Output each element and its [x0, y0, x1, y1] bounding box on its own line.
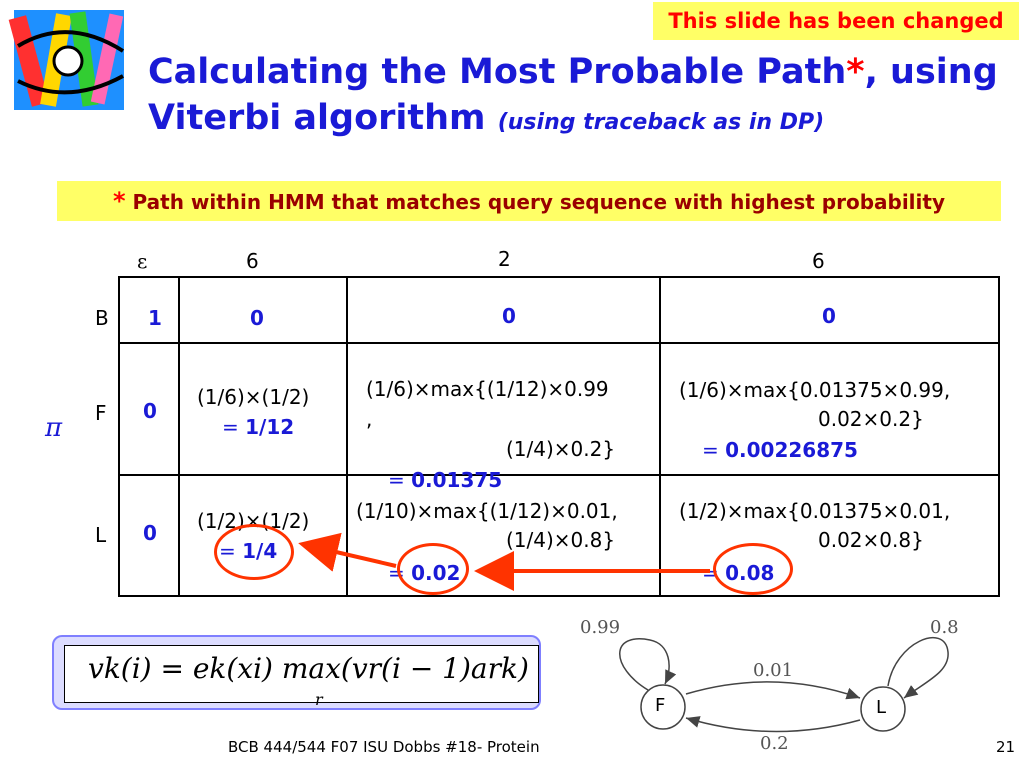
note-star: * [113, 187, 126, 215]
page-number: 21 [996, 738, 1016, 756]
row-label-b: B [95, 306, 109, 330]
self-loop-f-prob: 0.99 [580, 617, 621, 638]
grid-line [659, 276, 661, 597]
logo-image [8, 6, 130, 114]
f-cell-2-comma: , [366, 407, 373, 431]
grid-line [118, 342, 1000, 344]
grid-line [118, 474, 1000, 476]
f-cell-3-expr2: 0.02×0.2} [818, 407, 924, 431]
formula-subscript: r [315, 690, 323, 709]
l-cell-2-expr: (1/10)×max{(1/12)×0.01, [356, 499, 618, 523]
pi-label: π [45, 413, 63, 443]
slide-changed-banner: This slide has been changed [653, 2, 1019, 40]
grid-line [178, 276, 180, 597]
l-to-f-prob: 0.2 [760, 733, 789, 754]
l-cell-3-expr: (1/2)×max{0.01375×0.01, [679, 499, 951, 523]
grid-line [998, 276, 1000, 597]
grid-line [118, 276, 120, 597]
state-l-label: L [876, 697, 887, 718]
b-cell-1: 0 [250, 306, 264, 330]
title-text: Calculating the Most Probable Path [148, 52, 847, 92]
state-l-node [860, 686, 906, 732]
title-text-end: , using [864, 52, 998, 92]
grid-line [346, 276, 348, 597]
column-header-3: 6 [812, 249, 825, 273]
definition-note: * Path within HMM that matches query seq… [57, 181, 1001, 221]
init-f: 0 [143, 399, 157, 423]
column-header-1: 6 [246, 249, 259, 273]
title-text-2: Viterbi algorithm [148, 98, 486, 138]
f-cell-2-expr2: (1/4)×0.2} [506, 437, 616, 461]
traceback-circle-3 [713, 543, 793, 595]
row-label-f: F [95, 401, 107, 425]
f-to-l-prob: 0.01 [753, 660, 794, 681]
grid-line [118, 276, 1000, 278]
title-star: * [846, 52, 865, 92]
slide-footer: BCB 444/544 F07 ISU Dobbs #18- Protein [228, 738, 540, 756]
l-cell-2-expr2: (1/4)×0.8} [506, 528, 616, 552]
epsilon-header: ε [137, 249, 148, 273]
f-cell-3-result: = 0.00226875 [702, 438, 858, 462]
self-loop-l-prob: 0.8 [930, 617, 959, 638]
traceback-circle-1 [214, 524, 294, 580]
init-l: 0 [143, 521, 157, 545]
title-subtitle: (using traceback as in DP) [497, 110, 825, 135]
f-cell-2-result: = 0.01375 [388, 468, 503, 492]
f-cell-1-result: = 1/12 [222, 415, 295, 439]
f-cell-1-expr: (1/6)×(1/2) [197, 385, 310, 409]
b-cell-2: 0 [502, 304, 516, 328]
state-f-label: F [655, 695, 666, 716]
hmm-diagram [619, 636, 949, 733]
f-cell-2-expr: (1/6)×max{(1/12)×0.99 [366, 377, 609, 401]
traceback-circle-2 [397, 543, 469, 595]
l-cell-3-expr2: 0.02×0.8} [818, 528, 924, 552]
page-title-line1: Calculating the Most Probable Path*, usi… [148, 52, 998, 92]
formula-panel [64, 645, 539, 703]
row-label-l: L [95, 523, 107, 547]
column-header-2: 2 [498, 247, 511, 271]
init-b: 1 [148, 306, 162, 330]
state-f-node [640, 684, 686, 730]
grid-line [118, 595, 1000, 597]
b-cell-3: 0 [822, 304, 836, 328]
note-text: Path within HMM that matches query seque… [132, 190, 945, 214]
page-title-line2: Viterbi algorithm (using traceback as in… [148, 98, 824, 138]
f-cell-3-expr: (1/6)×max{0.01375×0.99, [679, 378, 951, 402]
viterbi-recurrence: vk(i) = ek(xi) max(vr(i − 1)ark) [88, 652, 529, 685]
